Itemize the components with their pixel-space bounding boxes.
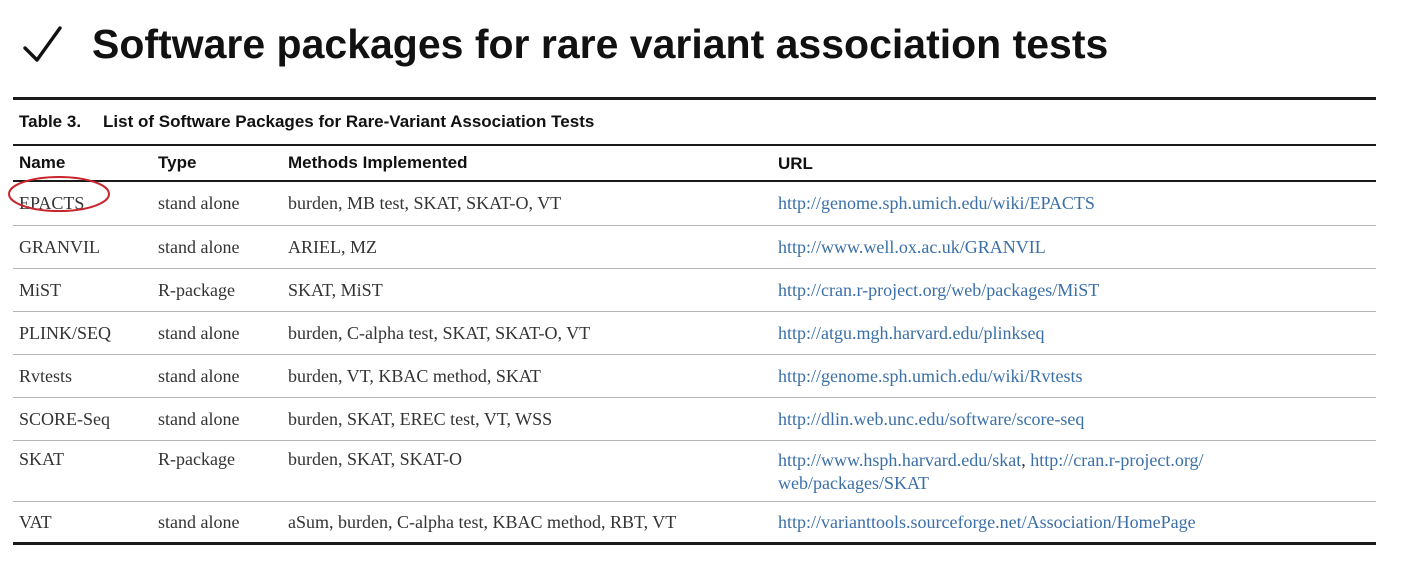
row-name: SCORE-Seq bbox=[19, 408, 111, 429]
row-methods: burden, C-alpha test, SKAT, SKAT-O, VT bbox=[288, 322, 591, 343]
table-row: MiST R-package SKAT, MiST http://cran.r-… bbox=[13, 269, 1376, 311]
table-row: PLINK/SEQ stand alone burden, C-alpha te… bbox=[13, 312, 1376, 354]
table-row: SCORE-Seq stand alone burden, SKAT, EREC… bbox=[13, 398, 1376, 440]
row-url-link[interactable]: http://varianttools.sourceforge.net/Asso… bbox=[778, 511, 1196, 532]
row-type: R-package bbox=[158, 449, 235, 469]
row-url-link[interactable]: http://www.well.ox.ac.uk/GRANVIL bbox=[778, 236, 1046, 257]
row-methods: burden, SKAT, SKAT-O bbox=[288, 449, 463, 469]
row-url-link[interactable]: http://atgu.mgh.harvard.edu/plinkseq bbox=[778, 322, 1045, 343]
row-name: MiST bbox=[19, 279, 62, 300]
row-type: stand alone bbox=[158, 193, 240, 213]
row-methods: aSum, burden, C-alpha test, KBAC method,… bbox=[288, 511, 677, 532]
row-divider bbox=[13, 268, 1376, 269]
url-separator: , bbox=[1021, 450, 1031, 470]
table-row: Rvtests stand alone burden, VT, KBAC met… bbox=[13, 355, 1376, 397]
row-methods: SKAT, MiST bbox=[288, 279, 383, 300]
header-methods: Methods Implemented bbox=[288, 153, 468, 172]
row-type: stand alone bbox=[158, 511, 240, 532]
row-name: GRANVIL bbox=[19, 236, 100, 257]
row-url-link[interactable]: http://www.hsph.harvard.edu/skat bbox=[778, 450, 1022, 470]
row-name: EPACTS bbox=[19, 193, 85, 213]
row-type: stand alone bbox=[158, 236, 240, 257]
row-methods: burden, MB test, SKAT, SKAT-O, VT bbox=[288, 193, 562, 213]
row-name: SKAT bbox=[19, 449, 65, 469]
row-divider bbox=[13, 311, 1376, 312]
row-url-link[interactable]: http://cran.r-project.org/web/packages/M… bbox=[778, 279, 1100, 300]
row-url-link-2-continued[interactable]: web/packages/SKAT bbox=[778, 473, 929, 493]
table-header-row: Name Type Methods Implemented URL bbox=[13, 146, 1376, 180]
table-bottom-rule bbox=[13, 542, 1376, 545]
row-url-link[interactable]: http://genome.sph.umich.edu/wiki/EPACTS bbox=[778, 193, 1095, 213]
row-methods: burden, VT, KBAC method, SKAT bbox=[288, 365, 541, 386]
row-type: stand alone bbox=[158, 322, 240, 343]
slide-title: Software packages for rare variant assoc… bbox=[22, 14, 1108, 74]
row-url-link[interactable]: http://dlin.web.unc.edu/software/score-s… bbox=[778, 408, 1085, 429]
header-top-rule bbox=[13, 144, 1376, 146]
row-type: R-package bbox=[158, 279, 235, 300]
software-table: Table 3. List of Software Packages for R… bbox=[8, 97, 1376, 545]
row-divider bbox=[13, 225, 1376, 226]
table-caption-text: List of Software Packages for Rare-Varia… bbox=[103, 112, 595, 131]
table-caption: Table 3. List of Software Packages for R… bbox=[13, 100, 1376, 144]
row-type: stand alone bbox=[158, 365, 240, 386]
row-divider bbox=[13, 354, 1376, 355]
row-name: Rvtests bbox=[19, 365, 73, 386]
row-name: VAT bbox=[19, 511, 52, 532]
header-bottom-rule bbox=[13, 180, 1376, 182]
row-divider bbox=[13, 440, 1376, 441]
row-url-link[interactable]: http://genome.sph.umich.edu/wiki/Rvtests bbox=[778, 365, 1083, 386]
checkmark-icon bbox=[23, 26, 62, 62]
row-divider bbox=[13, 397, 1376, 398]
header-type: Type bbox=[158, 153, 197, 172]
header-url: URL bbox=[778, 153, 813, 173]
table-caption-number: Table 3. bbox=[19, 112, 82, 131]
row-url-link-2[interactable]: http://cran.r-project.org/ bbox=[1030, 450, 1204, 470]
table-row: SKAT R-package burden, SKAT, SKAT-O http… bbox=[13, 441, 1376, 501]
header-name: Name bbox=[19, 153, 66, 172]
table-top-rule bbox=[13, 97, 1376, 100]
table-row: EPACTS stand alone burden, MB test, SKAT… bbox=[8, 176, 1376, 225]
row-type: stand alone bbox=[158, 408, 240, 429]
row-name: PLINK/SEQ bbox=[19, 322, 112, 343]
row-divider bbox=[13, 501, 1376, 502]
table-row: VAT stand alone aSum, burden, C-alpha te… bbox=[13, 502, 1376, 542]
row-methods: burden, SKAT, EREC test, VT, WSS bbox=[288, 408, 553, 429]
table-row: GRANVIL stand alone ARIEL, MZ http://www… bbox=[13, 226, 1376, 268]
slide-title-text: Software packages for rare variant assoc… bbox=[92, 20, 1109, 67]
row-methods: ARIEL, MZ bbox=[288, 236, 377, 257]
